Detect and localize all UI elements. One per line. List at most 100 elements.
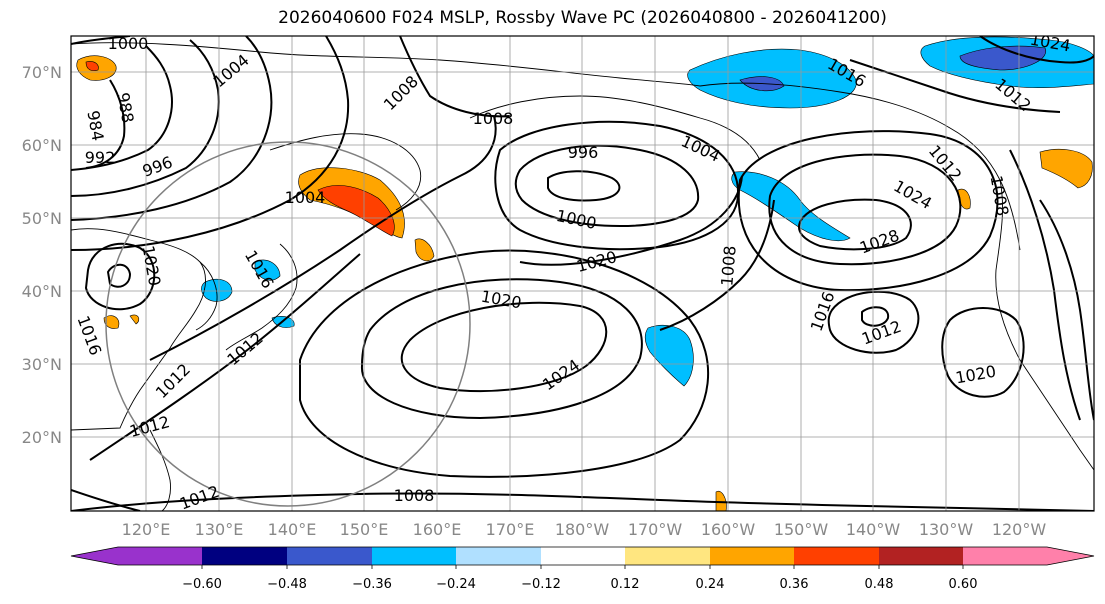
lon-label: 140°E xyxy=(268,520,317,539)
contour-nw-992 xyxy=(71,45,173,171)
contour-low-1000 xyxy=(514,144,700,228)
coast-korea xyxy=(195,261,218,331)
lat-label: 40°N xyxy=(22,282,62,301)
contour-east-1012 xyxy=(1039,199,1094,421)
contour-high-1020 xyxy=(737,130,999,292)
contour-1004-band xyxy=(71,36,350,251)
shade-positive-canada xyxy=(1039,149,1093,189)
range-circle xyxy=(105,141,471,507)
contour-low-north xyxy=(547,170,621,202)
shading-layer xyxy=(76,36,1094,511)
colorbar-tick-label: −0.24 xyxy=(436,577,476,592)
contour-west-ring xyxy=(84,242,156,311)
contour-low-1004 xyxy=(494,120,740,251)
colorbar: −0.60 −0.48 −0.36 −0.24 −0.12 0.12 0.24 … xyxy=(70,546,1095,592)
contour-label: 1008 xyxy=(394,486,435,505)
coastline-layer xyxy=(71,42,1094,511)
colorbar-segment xyxy=(794,547,879,565)
colorbar-segment xyxy=(879,547,963,565)
contour-label: 1000 xyxy=(108,34,149,53)
colorbar-tick-label: 0.36 xyxy=(780,577,809,592)
contour-1016 xyxy=(519,175,743,266)
map-frame xyxy=(71,36,1094,511)
contour-1012-band xyxy=(89,253,361,461)
colorbar-segment xyxy=(287,547,372,565)
coast-japan xyxy=(225,243,298,351)
coast-asia xyxy=(71,228,206,431)
contour-1024-arctic xyxy=(979,36,1094,64)
map-border xyxy=(70,35,1095,512)
lon-label: 130°E xyxy=(195,520,244,539)
map-title: 2026040600 F024 MSLP, Rossby Wave PC (20… xyxy=(278,8,887,28)
contour-1016-south xyxy=(71,489,141,511)
colorbar-segment xyxy=(710,547,794,565)
colorbar-tick-label: −0.12 xyxy=(521,577,561,592)
colorbar-segment xyxy=(456,547,541,565)
colorbar-outline xyxy=(70,546,1095,566)
shade-positive-nw-core xyxy=(85,61,99,72)
contour-1008-south xyxy=(71,492,1094,511)
shade-negative-mid xyxy=(644,325,694,387)
lat-label: 70°N xyxy=(22,63,62,82)
lon-label: 180°W xyxy=(555,520,610,539)
colorbar-segment xyxy=(541,547,625,565)
contour-low-ring xyxy=(827,290,920,354)
contour-label: 992 xyxy=(85,148,116,167)
colorbar-extend-high xyxy=(1047,547,1094,565)
colorbar-tick-label: 0.60 xyxy=(949,577,978,592)
coast-philippines xyxy=(149,429,171,511)
contour-1020-east xyxy=(941,307,1025,398)
coast-arctic xyxy=(71,42,701,87)
lon-label: 120°W xyxy=(992,520,1047,539)
lon-label: 140°W xyxy=(846,520,901,539)
colorbar-tick-label: −0.60 xyxy=(182,577,222,592)
lon-label: 160°W xyxy=(701,520,756,539)
colorbar-segment xyxy=(202,547,287,565)
lat-axis: 70°N 60°N 50°N 40°N 30°N 20°N xyxy=(22,63,62,447)
lat-label: 30°N xyxy=(22,355,62,374)
lon-label: 170°E xyxy=(486,520,535,539)
contour-1016-big xyxy=(299,249,710,478)
graticule xyxy=(71,36,1094,511)
colorbar-segment xyxy=(625,547,710,565)
contour-east-1016 xyxy=(1009,149,1081,421)
coast-kamchatka xyxy=(269,133,422,211)
lat-label: 60°N xyxy=(22,136,62,155)
shade-positive-w-china2 xyxy=(129,314,140,325)
contour-label: 1008 xyxy=(717,245,739,287)
colorbar-segment xyxy=(118,547,202,565)
contour-nw-984 xyxy=(85,79,126,169)
shade-positive-small xyxy=(414,238,435,262)
coast-alaska xyxy=(699,82,1021,251)
colorbar-extend-low xyxy=(71,547,118,565)
contour-high-1024 xyxy=(768,153,962,266)
shade-positive-south xyxy=(715,490,727,511)
coast-bering xyxy=(469,95,761,161)
contour-nw-1000 xyxy=(71,36,273,221)
contour-high-1028 xyxy=(798,198,912,251)
lon-label: 160°E xyxy=(413,520,462,539)
lon-label: 130°W xyxy=(919,520,974,539)
lon-label: 120°E xyxy=(122,520,171,539)
contour-1008-north xyxy=(399,36,511,118)
lat-label: 20°N xyxy=(22,428,62,447)
contour-1008-band xyxy=(149,115,497,361)
colorbar-tick-label: −0.48 xyxy=(267,577,307,592)
contour-high-subtrop xyxy=(400,301,608,393)
colorbar-tick-label: 0.48 xyxy=(865,577,894,592)
contour-1012-arctic xyxy=(849,59,1061,113)
shade-negative-japan2 xyxy=(254,259,281,281)
colorbar-tick-label: 0.24 xyxy=(696,577,725,592)
contour-label: 1008 xyxy=(473,109,514,128)
contour-high-1020-ring xyxy=(360,278,643,420)
lat-label: 50°N xyxy=(22,209,62,228)
colorbar-tick-label: 0.12 xyxy=(611,577,640,592)
lon-axis: 120°E 130°E 140°E 150°E 160°E 170°E 180°… xyxy=(122,520,1047,539)
coast-na-west xyxy=(995,179,1094,471)
lon-label: 150°W xyxy=(774,520,829,539)
colorbar-segment xyxy=(372,547,456,565)
colorbar-tick-label: −0.36 xyxy=(352,577,392,592)
lon-label: 150°E xyxy=(340,520,389,539)
colorbar-segment xyxy=(963,547,1047,565)
